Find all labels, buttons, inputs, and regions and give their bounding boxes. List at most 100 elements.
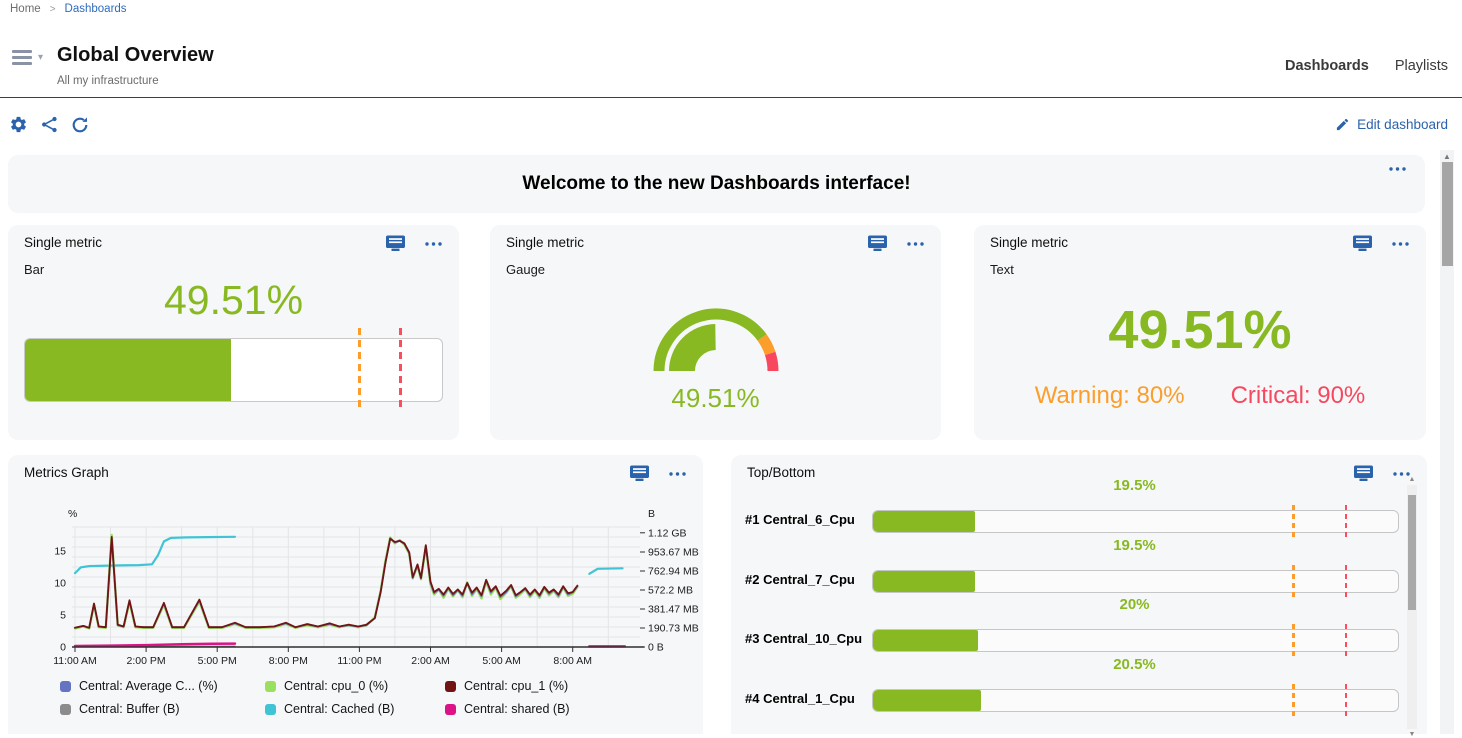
welcome-banner-title: Welcome to the new Dashboards interface!	[8, 155, 1425, 213]
panel-title: Metrics Graph	[24, 465, 109, 480]
page-scrollbar-thumb[interactable]	[1442, 162, 1453, 266]
ellipsis-menu-icon[interactable]	[1388, 166, 1407, 172]
breadcrumb: Home > Dashboards	[10, 3, 127, 15]
top-bottom-row: 20% #3 Central_10_Cpu	[731, 596, 1397, 655]
panel-subtitle: Text	[990, 262, 1014, 277]
row-label: #3 Central_10_Cpu	[745, 631, 867, 646]
settings-gear-icon[interactable]	[9, 115, 28, 134]
row-bar-fill	[873, 690, 981, 711]
svg-text:11:00 AM: 11:00 AM	[53, 655, 97, 667]
scroll-up-icon[interactable]: ▲	[1440, 152, 1454, 161]
legend-item[interactable]: Central: shared (B)	[445, 702, 570, 716]
ellipsis-menu-icon[interactable]	[906, 241, 925, 247]
legend-swatch-icon	[265, 681, 276, 692]
row-bar-track	[872, 689, 1399, 712]
svg-text:%: %	[68, 508, 77, 520]
refresh-icon[interactable]	[71, 116, 89, 134]
critical-threshold-line	[1345, 565, 1348, 598]
ellipsis-menu-icon[interactable]	[668, 471, 687, 477]
panel-subtitle: Bar	[24, 262, 44, 277]
panel-scrollbar-thumb[interactable]	[1408, 495, 1416, 610]
tab-dashboards[interactable]: Dashboards	[1285, 58, 1369, 74]
row-value: 20%	[872, 596, 1397, 613]
legend-swatch-icon	[445, 704, 456, 715]
page-subtitle: All my infrastructure	[57, 75, 159, 87]
svg-text:5: 5	[60, 610, 66, 622]
svg-text:762.94 MB: 762.94 MB	[648, 566, 699, 578]
svg-text:2:00 AM: 2:00 AM	[411, 655, 450, 667]
svg-text:381.47 MB: 381.47 MB	[648, 604, 699, 616]
series-line-cached	[75, 537, 235, 573]
warning-threshold-line	[1292, 624, 1295, 657]
tab-playlists[interactable]: Playlists	[1395, 58, 1448, 74]
display-playlist-icon[interactable]	[629, 465, 650, 482]
legend-swatch-icon	[60, 704, 71, 715]
metric-value: 49.51%	[974, 299, 1426, 361]
display-playlist-icon[interactable]	[1352, 235, 1373, 252]
hamburger-menu-icon[interactable]	[12, 50, 32, 68]
ellipsis-menu-icon[interactable]	[1391, 241, 1410, 247]
row-value: 20.5%	[872, 656, 1397, 673]
series-line-cached	[589, 568, 622, 574]
row-label: #1 Central_6_Cpu	[745, 512, 867, 527]
edit-dashboard-button[interactable]: Edit dashboard	[1335, 117, 1448, 132]
svg-text:0: 0	[60, 642, 66, 654]
legend-item[interactable]: Central: cpu_1 (%)	[445, 679, 570, 693]
svg-text:1.12 GB: 1.12 GB	[648, 527, 687, 539]
critical-threshold-line	[1345, 624, 1348, 657]
warning-threshold-label: Warning: 80%	[1035, 382, 1185, 410]
chevron-down-icon[interactable]: ▾	[38, 52, 43, 63]
row-label: #2 Central_7_Cpu	[745, 572, 867, 587]
legend-swatch-icon	[445, 681, 456, 692]
svg-text:8:00 PM: 8:00 PM	[269, 655, 308, 667]
panel-single-metric-text: Single metric Text 49.51% Warning: 80% C…	[974, 225, 1426, 440]
panel-scrollbar[interactable]: ▲ ▼	[1407, 485, 1417, 729]
warning-threshold-line	[358, 328, 361, 412]
legend-label: Central: Buffer (B)	[79, 702, 180, 716]
breadcrumb-separator-icon: >	[50, 4, 56, 15]
warning-threshold-line	[1292, 565, 1295, 598]
display-playlist-icon[interactable]	[385, 235, 406, 252]
scroll-up-icon[interactable]: ▲	[1407, 476, 1417, 483]
panel-single-metric-gauge: Single metric Gauge 49.51%	[490, 225, 941, 440]
row-bar-fill	[873, 630, 978, 651]
critical-threshold-line	[1345, 684, 1348, 717]
svg-text:15: 15	[54, 546, 66, 558]
row-bar-track	[872, 570, 1399, 593]
display-playlist-icon[interactable]	[867, 235, 888, 252]
welcome-banner: Welcome to the new Dashboards interface!	[8, 155, 1425, 213]
legend-item[interactable]: Central: Average C... (%)	[60, 679, 265, 693]
breadcrumb-dashboards-link[interactable]: Dashboards	[65, 3, 127, 15]
top-bottom-row: 19.5%#2 Central_7_Cpu	[731, 537, 1397, 596]
row-label: #4 Central_1_Cpu	[745, 691, 867, 706]
legend-swatch-icon	[265, 704, 276, 715]
svg-text:10: 10	[54, 578, 66, 590]
row-bar-track	[872, 629, 1399, 652]
share-icon[interactable]	[41, 116, 58, 133]
warning-threshold-line	[1292, 505, 1295, 538]
page-scrollbar[interactable]: ▲	[1440, 150, 1454, 734]
header-divider	[0, 97, 1462, 98]
legend-label: Central: shared (B)	[464, 702, 570, 716]
critical-threshold-line	[399, 328, 402, 412]
ellipsis-menu-icon[interactable]	[424, 241, 443, 247]
pencil-icon	[1335, 117, 1350, 132]
row-bar-fill	[873, 571, 975, 592]
legend-label: Central: cpu_0 (%)	[284, 679, 388, 693]
critical-threshold-line	[1345, 505, 1348, 538]
legend-item[interactable]: Central: Buffer (B)	[60, 702, 265, 716]
legend-item[interactable]: Central: cpu_0 (%)	[265, 679, 445, 693]
panel-title: Single metric	[24, 235, 102, 250]
legend-label: Central: Cached (B)	[284, 702, 394, 716]
series-line-shared	[75, 644, 235, 646]
breadcrumb-home-link[interactable]: Home	[10, 3, 41, 15]
scroll-down-icon[interactable]: ▼	[1407, 731, 1417, 738]
dashboard-toolbar	[9, 115, 89, 134]
legend-label: Central: cpu_1 (%)	[464, 679, 568, 693]
svg-text:5:00 AM: 5:00 AM	[482, 655, 521, 667]
legend-item[interactable]: Central: Cached (B)	[265, 702, 445, 716]
panel-title: Single metric	[990, 235, 1068, 250]
top-bottom-row: 19.5%#1 Central_6_Cpu	[731, 477, 1397, 536]
